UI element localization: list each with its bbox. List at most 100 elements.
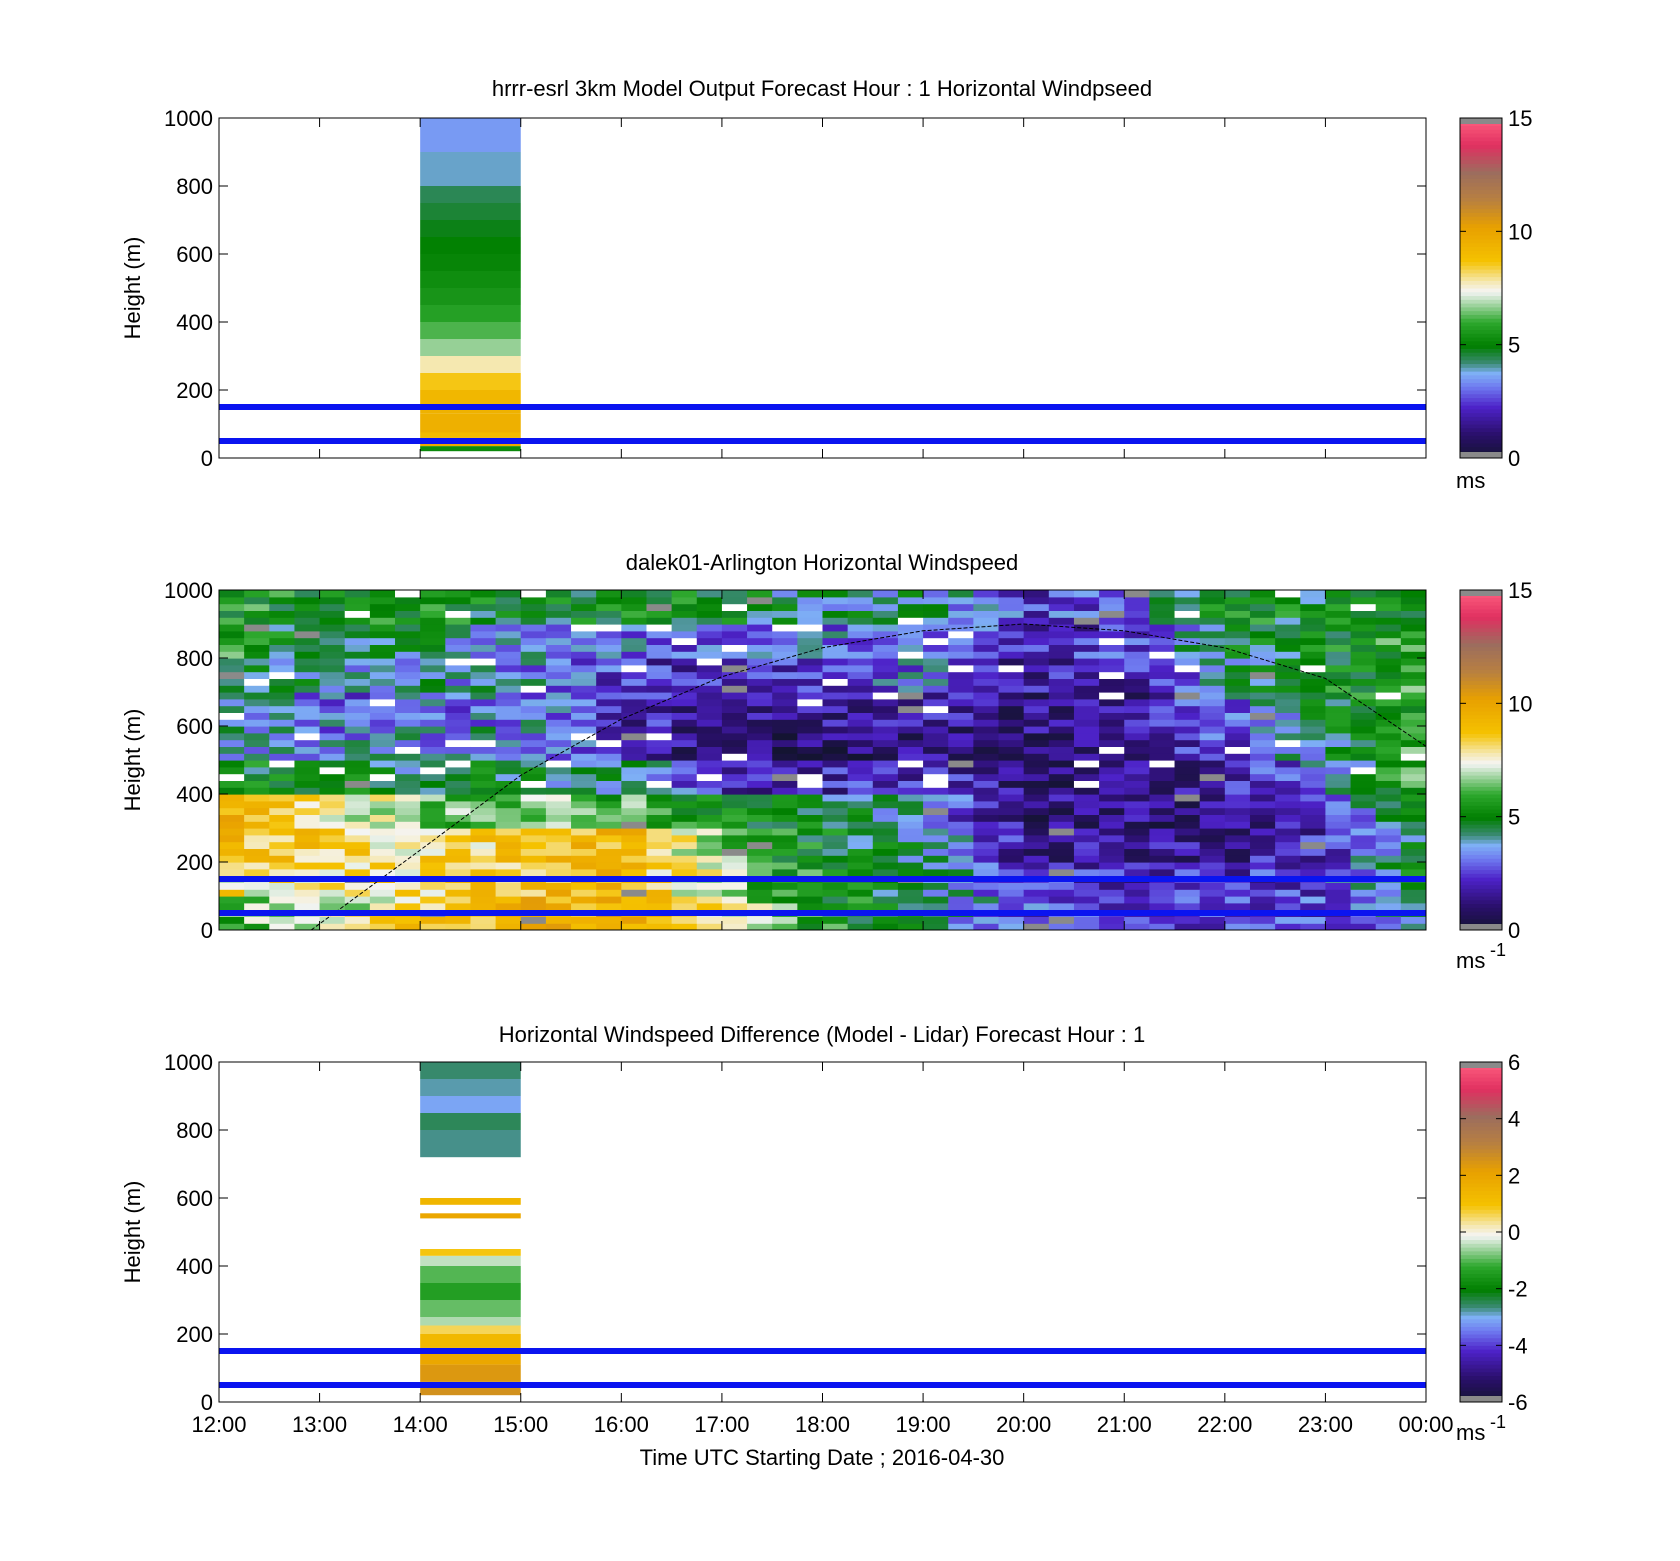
heatmap-cell [420,692,446,700]
heatmap-cell [1174,896,1201,904]
heatmap-cell [973,855,1000,863]
heatmap-cell [847,664,874,673]
colorbar-segment [1460,408,1502,414]
colorbar-segment [1460,393,1502,399]
heatmap-cell [1300,719,1327,727]
heatmap-cell [998,692,1025,700]
heatmap-cell [1199,814,1226,822]
heatmap-cell [395,902,421,911]
heatmap-cell [269,841,296,849]
heatmap-cell [1124,773,1150,781]
heatmap-cell [1023,739,1050,747]
heatmap-cell [1124,807,1150,815]
heatmap-cell [1300,692,1327,700]
heatmap-cell [1350,794,1377,802]
heatmap-cell [1400,923,1426,930]
heatmap-cell [219,821,245,829]
heatmap-cell [470,624,497,632]
heatmap-cell [696,760,723,768]
heatmap-cell [897,617,924,625]
colorbar-segment [1460,1160,1502,1165]
colorbar-segment [1460,631,1502,636]
heatmap-cell [721,678,748,686]
heatmap-cell [1325,855,1352,863]
heatmap-cell [344,726,371,734]
heatmap-cell [1300,800,1327,809]
heatmap-cell [822,732,849,741]
heatmap-cell [219,739,245,747]
heatmap-cell [1400,862,1426,870]
heatmap-cell [1048,902,1075,911]
heatmap-cell [1174,794,1201,802]
heatmap-cell [495,671,522,679]
heatmap-cell [219,841,245,849]
heatmap-cell [1275,658,1301,666]
heatmap-cell [545,834,572,843]
heatmap-cell [520,834,547,843]
heatmap-cell [1224,624,1251,632]
heatmap-cell [872,630,899,639]
heatmap-cell [344,739,371,747]
colorbar-segment [1460,741,1502,746]
heatmap-cell [369,923,396,930]
heatmap-cell [621,923,648,930]
heatmap-cell [344,916,371,924]
colorbar-segment [1460,416,1502,421]
heatmap-cell [721,896,748,904]
colorbar-segment [1460,208,1502,213]
heatmap-cell [1099,732,1125,741]
colorbar-segment [1460,914,1502,920]
heatmap-cell [520,773,547,781]
heatmap-cell [395,698,421,707]
heatmap-cell [269,746,296,754]
heatmap-cell [797,794,824,802]
heatmap-cell [445,712,472,720]
heatmap-cell [571,610,597,618]
colorbar-segment [1460,1228,1502,1233]
heatmap-cell [797,862,824,870]
heatmap-cell [897,705,924,713]
heatmap-cell [847,889,874,897]
heatmap-cell [445,896,472,904]
heatmap-cell [1174,800,1201,809]
heatmap-cell [1325,916,1352,924]
colorbar-segment [1460,1114,1502,1120]
heatmap-cell [747,760,773,768]
heatmap-cell [948,732,974,741]
colorbar-segment [1460,646,1502,651]
heatmap-cell [1249,848,1276,856]
heatmap-cell [1224,637,1251,645]
heatmap-cell [495,889,522,897]
heatmap-cell [319,821,346,829]
heatmap-cell [948,787,974,795]
heatmap-cell [1275,807,1301,815]
heatmap-cell [696,685,723,693]
heatmap-cell [244,923,270,930]
heatmap-cell [797,902,824,911]
heatmap-cell [1350,753,1377,761]
heatmap-cell [646,821,673,829]
heatmap-cell [923,664,949,673]
heatmap-cell [671,685,698,693]
heatmap-cell [696,841,723,849]
heatmap-cell [998,882,1025,890]
colorbar-segment [1460,186,1502,191]
heatmap-cell [545,862,572,870]
heatmap-cell [772,923,798,930]
heatmap-cell [696,821,723,829]
colorbar-segment [1460,1341,1502,1346]
heatmap-cell [621,624,648,632]
heatmap-cell [998,828,1025,836]
heatmap-cell [747,828,773,836]
colorbar-segment [1460,291,1502,297]
heatmap-cell [1325,746,1352,754]
heatmap-cell [520,800,547,809]
colorbar-segment [1460,733,1502,738]
heatmap-cell [797,855,824,863]
heatmap-cell [219,787,245,795]
heatmap-cell [470,841,497,849]
heatmap-cell [721,739,748,747]
heatmap-cell [1099,678,1125,686]
heatmap-cell [897,630,924,639]
heatmap-cell [1300,637,1327,645]
